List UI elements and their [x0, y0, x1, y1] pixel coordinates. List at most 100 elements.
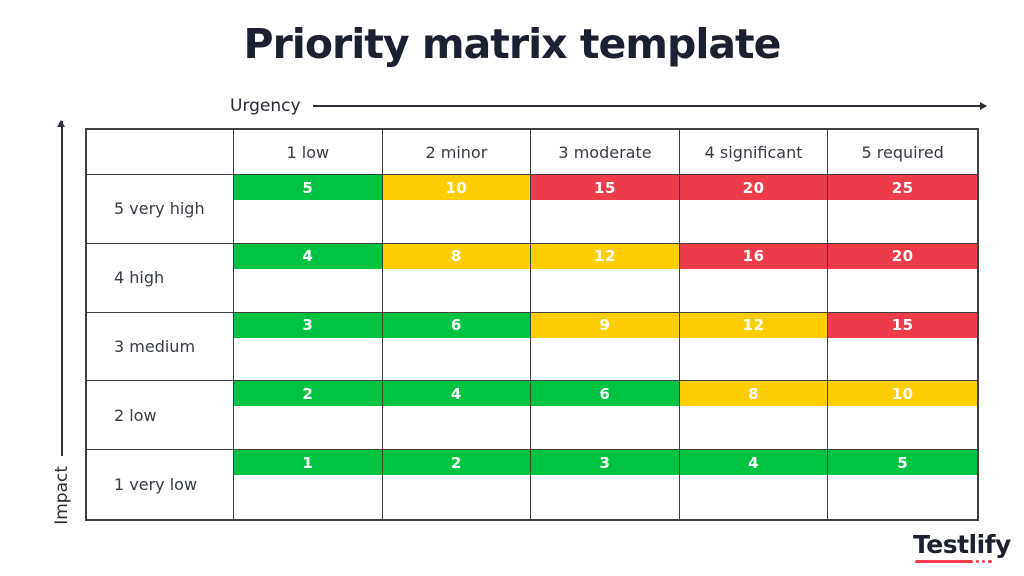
score-value: 4 — [748, 453, 760, 472]
matrix-cell: 3 — [531, 450, 680, 519]
urgency-axis: Urgency — [230, 94, 988, 118]
score-value: 8 — [450, 247, 462, 266]
score-band: 1 — [234, 450, 382, 476]
score-band: 8 — [382, 243, 531, 269]
score-band: 8 — [679, 381, 828, 407]
matrix-cell: 20 — [679, 175, 829, 244]
matrix-cell: 25 — [828, 175, 977, 244]
matrix-cell: 10 — [828, 381, 977, 451]
score-band: 10 — [382, 175, 531, 200]
matrix-cell: 1 — [234, 450, 383, 519]
score-band: 4 — [382, 381, 531, 407]
score-value: 15 — [891, 316, 914, 335]
matrix-cell: 20 — [828, 243, 977, 313]
score-value: 6 — [599, 384, 611, 403]
score-band: 5 — [828, 450, 977, 476]
score-value: 9 — [599, 316, 611, 335]
score-band: 15 — [828, 312, 977, 338]
row-label-3-medium: 3 medium — [87, 312, 234, 382]
score-value: 16 — [742, 247, 765, 266]
column-header-5-required: 5 required — [828, 130, 977, 175]
testlify-logo: Testlify — [913, 529, 1011, 563]
score-band: 12 — [531, 243, 679, 269]
impact-axis: Impact — [47, 119, 77, 525]
score-value: 20 — [891, 247, 914, 266]
score-value: 12 — [742, 316, 765, 335]
testlify-logo-underline — [913, 559, 1005, 563]
score-band: 2 — [234, 381, 382, 407]
row-label-2-low: 2 low — [87, 381, 234, 451]
score-value: 25 — [891, 178, 914, 197]
matrix-cell: 5 — [234, 175, 383, 244]
score-value: 6 — [450, 316, 462, 335]
score-value: 10 — [891, 384, 914, 403]
row-label-1-very-low: 1 very low — [87, 450, 234, 519]
score-band: 20 — [828, 243, 977, 269]
score-value: 3 — [302, 316, 314, 335]
matrix-cell: 15 — [531, 175, 680, 244]
score-value: 2 — [302, 384, 314, 403]
matrix-cell: 15 — [828, 312, 977, 382]
matrix-cell: 12 — [679, 312, 829, 382]
matrix-cell: 4 — [234, 243, 383, 313]
score-value: 1 — [302, 453, 314, 472]
score-band: 3 — [234, 312, 382, 338]
matrix-cell: 4 — [382, 381, 532, 451]
score-band: 6 — [382, 312, 531, 338]
score-value: 20 — [742, 178, 765, 197]
score-band: 2 — [382, 450, 531, 476]
column-header-3-moderate: 3 moderate — [531, 130, 680, 175]
column-header-2-minor: 2 minor — [382, 130, 532, 175]
logo-dot — [976, 559, 980, 563]
score-value: 15 — [594, 178, 616, 197]
score-value: 3 — [599, 453, 611, 472]
score-value: 5 — [302, 178, 314, 197]
score-band: 4 — [234, 243, 382, 269]
score-band: 20 — [679, 175, 828, 200]
urgency-axis-label: Urgency — [230, 96, 301, 116]
up-arrow-icon — [58, 119, 65, 457]
matrix-cell: 12 — [531, 243, 680, 313]
matrix-cell: 2 — [234, 381, 383, 451]
column-header-4-significant: 4 significant — [679, 130, 829, 175]
score-value: 8 — [748, 384, 760, 403]
matrix-cell: 10 — [382, 175, 532, 244]
matrix-cell: 4 — [679, 450, 829, 519]
score-value: 5 — [897, 453, 909, 472]
score-band: 9 — [531, 312, 679, 338]
score-value: 4 — [450, 384, 462, 403]
score-band: 16 — [679, 243, 828, 269]
matrix-cell: 9 — [531, 312, 680, 382]
matrix-cell: 8 — [382, 243, 532, 313]
logo-dot — [982, 559, 986, 563]
row-label-4-high: 4 high — [87, 243, 234, 313]
score-value: 10 — [445, 178, 468, 197]
matrix-cell: 16 — [679, 243, 829, 313]
right-arrow-icon — [312, 102, 988, 109]
score-band: 6 — [531, 381, 679, 407]
column-header-1-low: 1 low — [234, 130, 383, 175]
matrix-cell: 5 — [828, 450, 977, 519]
score-value: 2 — [450, 453, 462, 472]
page-title: Priority matrix template — [243, 20, 782, 68]
score-band: 25 — [828, 175, 977, 200]
corner-cell — [87, 130, 234, 175]
score-band: 5 — [234, 175, 382, 200]
score-band: 12 — [679, 312, 828, 338]
testlify-logo-text: Testlify — [913, 529, 1011, 559]
score-band: 10 — [828, 381, 977, 407]
score-value: 12 — [594, 247, 616, 266]
row-label-5-very-high: 5 very high — [87, 175, 234, 244]
matrix-cell: 3 — [234, 312, 383, 382]
logo-dot — [988, 559, 992, 563]
matrix-cell: 6 — [382, 312, 532, 382]
score-band: 4 — [679, 450, 828, 476]
matrix-cell: 8 — [679, 381, 829, 451]
score-band: 3 — [531, 450, 679, 476]
matrix-cell: 2 — [382, 450, 532, 519]
matrix-cell: 6 — [531, 381, 680, 451]
score-band: 15 — [531, 175, 679, 200]
logo-underline-bar — [915, 559, 973, 563]
impact-axis-label: Impact — [51, 466, 72, 525]
